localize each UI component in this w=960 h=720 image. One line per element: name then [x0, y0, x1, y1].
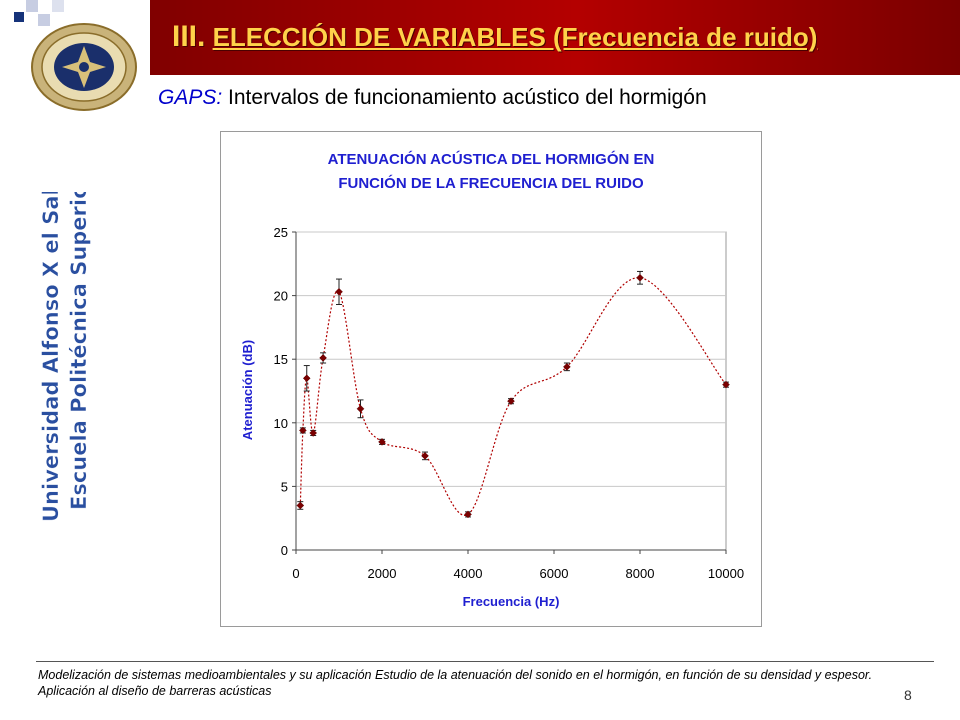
data-point: [507, 397, 515, 406]
decor-square: [26, 0, 38, 12]
data-point: [378, 438, 386, 446]
plot-area: [295, 231, 727, 551]
header-band: [0, 0, 960, 75]
vertical-line-1: Universidad Alfonso X el Sabio: [39, 192, 63, 522]
data-point: [309, 429, 318, 437]
data-point: [356, 404, 365, 413]
y-tick-label: 15: [274, 352, 288, 367]
data-point: [636, 273, 644, 282]
x-tick-label: 0: [292, 566, 299, 581]
data-point: [299, 426, 307, 435]
data-point: [302, 374, 311, 383]
vertical-line-2: Escuela Politécnica Superior: [67, 192, 91, 510]
smoothed-trend-line: [299, 277, 727, 516]
vertical-university-text: Universidad Alfonso X el Sabio Escuela P…: [36, 159, 100, 532]
page-number: 8: [904, 687, 912, 703]
x-axis-label: Frecuencia (Hz): [463, 594, 560, 609]
x-tick-label: 6000: [540, 566, 569, 581]
footer-divider: [36, 661, 934, 662]
chart-title-line1: ATENUACIÓN ACÚSTICA DEL HORMIGÓN EN: [328, 150, 655, 168]
decor-square: [52, 0, 64, 12]
y-tick-label: 0: [281, 543, 288, 558]
x-tick-label: 4000: [454, 566, 483, 581]
decor-square: [14, 12, 24, 22]
slide-subtitle: GAPS: Intervalos de funcionamiento acúst…: [158, 86, 707, 110]
x-tick-label: 8000: [626, 566, 655, 581]
x-tick-label: 10000: [708, 566, 744, 581]
subtitle-em: GAPS:: [158, 86, 223, 109]
y-axis-label: Atenuación (dB): [240, 340, 255, 440]
university-seal-icon: [30, 22, 138, 112]
decor-square: [38, 14, 50, 26]
data-point: [335, 287, 343, 296]
subtitle-rest: Intervalos de funcionamiento acústico de…: [228, 86, 707, 109]
chart-panel: ATENUACIÓN ACÚSTICA DEL HORMIGÓN EN FUNC…: [220, 131, 762, 627]
x-tick-label: 2000: [368, 566, 397, 581]
title-prefix: III.: [172, 20, 206, 53]
chart-title-line2: FUNCIÓN DE LA FRECUENCIA DEL RUIDO: [338, 174, 644, 192]
y-tick-label: 20: [274, 289, 288, 304]
y-tick-label: 25: [274, 225, 288, 240]
data-point: [722, 380, 730, 389]
footer-text: Modelización de sistemas medioambientale…: [38, 668, 873, 698]
data-point: [563, 362, 571, 371]
y-tick-label: 10: [274, 416, 288, 431]
data-point: [319, 354, 327, 362]
data-point: [421, 452, 429, 460]
title-main: ELECCIÓN DE VARIABLES (Frecuencia de rui…: [212, 22, 818, 52]
data-point: [464, 510, 472, 519]
attenuation-chart: ATENUACIÓN ACÚSTICA DEL HORMIGÓN EN FUNC…: [240, 150, 744, 609]
y-tick-label: 5: [281, 479, 288, 494]
slide-title: III. ELECCIÓN DE VARIABLES (Frecuencia d…: [172, 20, 817, 54]
data-point: [296, 501, 305, 510]
